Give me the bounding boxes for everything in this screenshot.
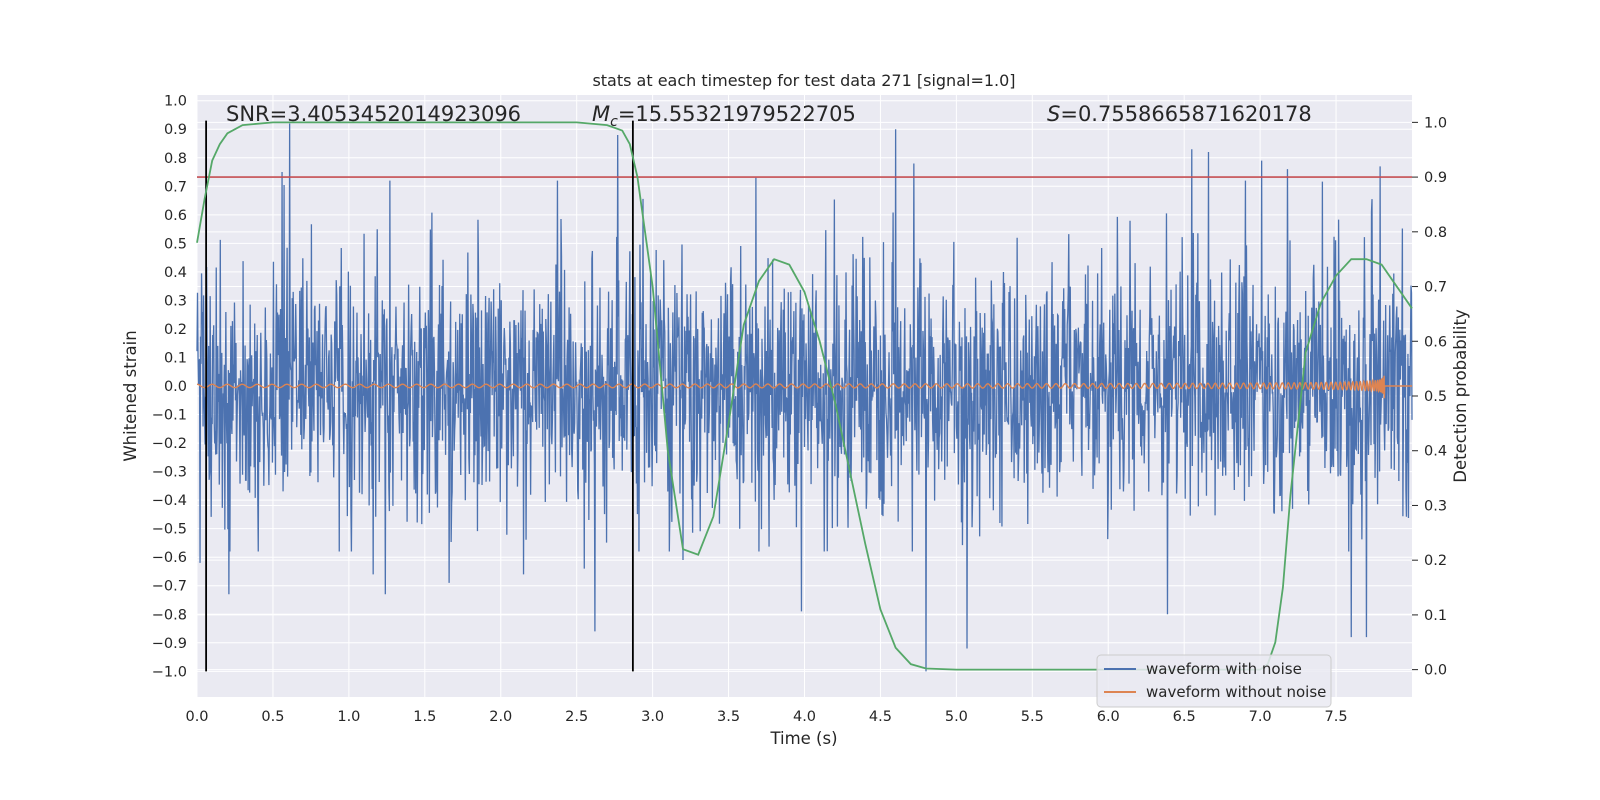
series-waveform-with-noise [196, 123, 1413, 672]
s-annotation: S=0.7558665871620178 [1047, 102, 1312, 126]
legend-box [1096, 654, 1332, 708]
chirp-trace [196, 375, 1412, 399]
x-tick-label: 3.0 [641, 709, 664, 725]
y-tick-label: 1.0 [164, 94, 187, 110]
legend: waveform with noise waveform without noi… [1096, 654, 1332, 708]
y-tick-label: −0.7 [152, 579, 187, 595]
s-symbol: S [1047, 102, 1060, 126]
y-tick-label: 0.5 [164, 236, 187, 252]
y-tick-label: 0.1 [164, 350, 187, 366]
y-tick-label: 0.3 [164, 293, 187, 309]
y-tick-label: −0.9 [152, 636, 187, 652]
x-tick-label: 2.5 [565, 709, 588, 725]
y-tick-label: 0.7 [164, 179, 187, 195]
x-axis-label: Time (s) [769, 729, 837, 748]
y-tick-label: −0.5 [152, 522, 187, 538]
y2-tick-label: 1.0 [1424, 115, 1447, 131]
x-tick-label: 5.0 [945, 709, 968, 725]
overlay-lines [197, 120, 1412, 672]
x-tick-label: 4.5 [869, 709, 892, 725]
chirp-mass-symbol: M [592, 102, 610, 126]
x-tick-label: 1.0 [337, 709, 360, 725]
y2-tick-label: 0.3 [1424, 498, 1447, 514]
s-value: =0.7558665871620178 [1060, 102, 1311, 126]
x-tick-label: 5.5 [1021, 709, 1044, 725]
y2-tick-label: 0.7 [1424, 280, 1447, 296]
chirp-mass-annotation: Mc=15.55321979522705 [592, 102, 856, 130]
y-tick-label: −0.8 [152, 607, 187, 623]
y-tick-label: −0.6 [152, 550, 187, 566]
snr-annotation: SNR=3.4053452014923096 [226, 102, 521, 126]
y-tick-label: 0.6 [164, 208, 187, 224]
y2-tick-label: 0.4 [1424, 444, 1447, 460]
y2-axis-ticks: 1.0 0.9 0.8 0.7 0.6 0.5 0.4 0.3 0.2 0.1 0.0 [1412, 115, 1447, 679]
legend-label-noise: waveform with noise [1146, 660, 1302, 678]
y2-tick-label: 0.6 [1424, 334, 1447, 350]
legend-label-clean: waveform without noise [1146, 683, 1326, 701]
y-tick-label: −0.3 [152, 465, 187, 481]
x-tick-label: 6.0 [1097, 709, 1120, 725]
y2-tick-label: 0.2 [1424, 553, 1447, 569]
series-detection-probability [196, 121, 1413, 671]
x-tick-label: 1.5 [413, 709, 436, 725]
x-tick-label: 7.5 [1325, 709, 1348, 725]
x-tick-label: 4.0 [793, 709, 816, 725]
y-axis-label: Whitened strain [121, 330, 140, 461]
y-tick-label: 0.9 [164, 122, 187, 138]
y2-tick-label: 0.1 [1424, 608, 1447, 624]
y2-tick-label: 0.8 [1424, 225, 1447, 241]
y-tick-label: −0.2 [152, 436, 187, 452]
y2-tick-label: 0.0 [1424, 663, 1447, 679]
y-tick-label: 0.2 [164, 322, 187, 338]
y2-tick-label: 0.5 [1424, 389, 1447, 405]
probability-trace [196, 121, 1413, 671]
y-axis-ticks: 1.0 0.9 0.8 0.7 0.6 0.5 0.4 0.3 0.2 0.1 0.0 −0.1 −0.… [152, 94, 187, 681]
chart-title: stats at each timestep for test data 271… [592, 71, 1015, 90]
x-tick-label: 3.5 [717, 709, 740, 725]
y2-axis-label: Detection probability [1451, 309, 1470, 483]
y-tick-label: −0.1 [152, 408, 187, 424]
series-waveform-without-noise [196, 375, 1412, 399]
y-tick-label: 0.4 [164, 265, 187, 281]
x-tick-label: 7.0 [1249, 709, 1272, 725]
y2-tick-label: 0.9 [1424, 170, 1447, 186]
y-tick-label: −1.0 [152, 664, 187, 680]
y-tick-label: 0.0 [164, 379, 187, 395]
y-tick-label: 0.8 [164, 151, 187, 167]
x-tick-label: 0.0 [185, 709, 208, 725]
x-tick-label: 0.5 [261, 709, 284, 725]
x-tick-label: 6.5 [1173, 709, 1196, 725]
noise-trace [196, 123, 1413, 672]
x-tick-label: 2.0 [489, 709, 512, 725]
chirp-mass-subscript: c [610, 114, 618, 130]
y-tick-label: −0.4 [152, 493, 187, 509]
x-axis-ticks: 0.0 0.5 1.0 1.5 2.0 2.5 3.0 3.5 4.0 4.5 5.0 5.5 6.0 6… [185, 709, 1347, 725]
chirp-mass-value: =15.55321979522705 [618, 102, 856, 126]
